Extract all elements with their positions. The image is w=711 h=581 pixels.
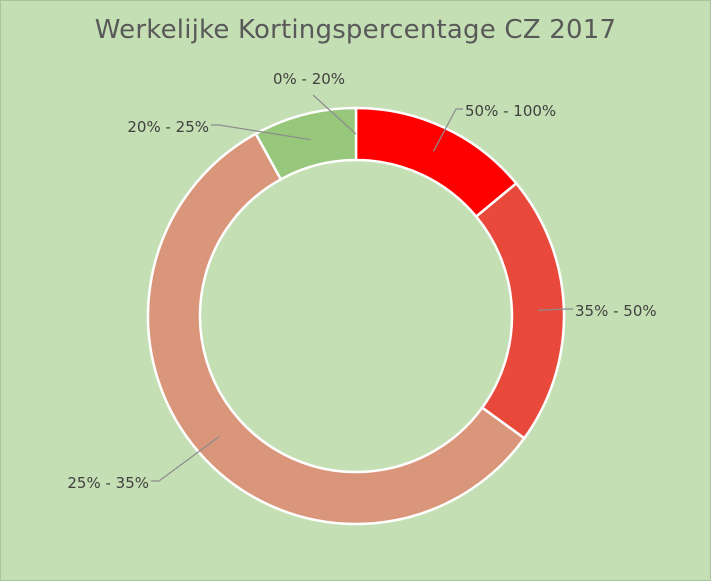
slice-labels: 50% - 100% 35% - 50% 25% - 35% 20% - 25% 0% … <box>67 70 656 492</box>
slice-label: 50% - 100% <box>465 102 556 120</box>
leader-line <box>211 124 311 141</box>
donut-slices <box>146 106 566 526</box>
leader-line <box>537 308 573 311</box>
leader-line <box>151 435 220 482</box>
slice-35-50 <box>474 181 566 441</box>
slice-label: 35% - 50% <box>575 302 657 320</box>
slice-25-35 <box>146 132 527 526</box>
slice-label: 25% - 35% <box>67 474 149 492</box>
leader-line <box>432 108 463 152</box>
slice-50-100 <box>354 106 519 219</box>
slice-label: 0% - 20% <box>273 70 345 88</box>
slice-label: 20% - 25% <box>127 118 209 136</box>
leader-line <box>312 94 357 135</box>
chart-title: Werkelijke Kortingspercentage CZ 2017 <box>94 15 617 45</box>
leader-lines <box>151 94 573 482</box>
